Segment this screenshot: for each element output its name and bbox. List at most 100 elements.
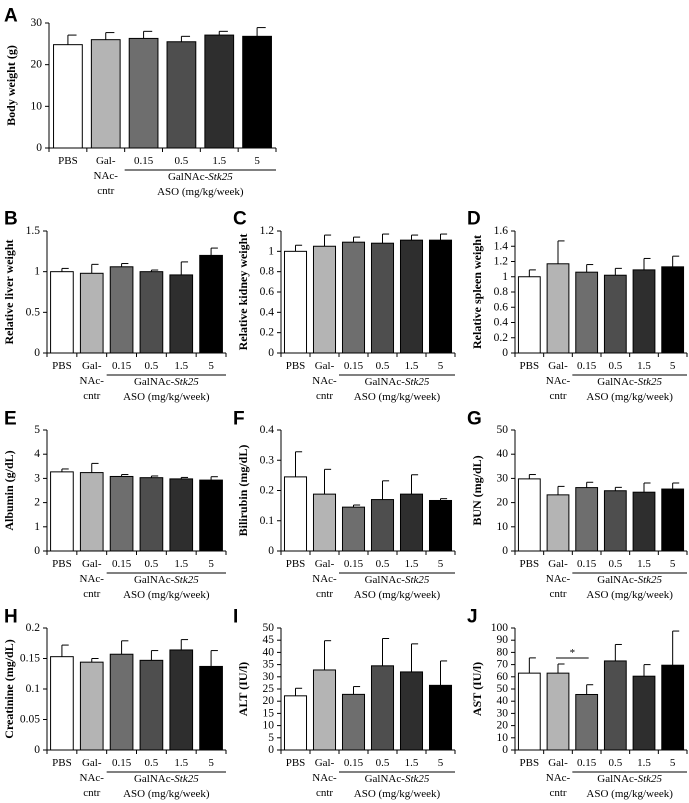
panel-g: G 0 10 20 30 40 50 BUN (mg/dL) PBS Gal- NAc-cntr Ga… — [467, 409, 688, 601]
y-tick-label: 5 — [34, 424, 40, 436]
y-axis-title: Bilirubin (mg/dL) — [236, 445, 250, 537]
category-label-dose-2: 0.5 — [376, 558, 390, 570]
group-label-units: ASO (mg/kg/week) — [586, 788, 673, 800]
y-tick-label: 100 — [491, 622, 509, 634]
bar-2 — [79, 472, 104, 552]
category-label-pbs: PBS — [286, 757, 306, 769]
category-label-control-line: Gal- — [82, 757, 102, 769]
bar-3 — [341, 506, 366, 552]
bar-6 — [661, 488, 685, 552]
bar-6 — [661, 266, 685, 354]
group-label: GalNAc-Stk25 — [365, 773, 430, 785]
category-label-control-line: NAc- — [312, 772, 337, 784]
category-label-dose-4: 5 — [438, 757, 444, 769]
bar-3 — [128, 37, 159, 149]
category-label-pbs: PBS — [52, 757, 72, 769]
y-tick-label: 0.6 — [260, 286, 275, 298]
category-label-dose-4: 5 — [254, 155, 260, 167]
y-tick-label: 45 — [263, 634, 275, 646]
group-label: GalNAc-Stk25 — [597, 376, 662, 388]
group-label-units: ASO (mg/kg/week) — [123, 391, 210, 403]
y-tick-label: 2 — [34, 497, 40, 509]
category-label-dose-4: 5 — [438, 360, 444, 372]
y-tick-label: 1 — [502, 271, 508, 283]
group-label-gene: Stk25 — [405, 376, 430, 388]
category-label-control-line: Gal- — [548, 757, 568, 769]
bar-2 — [312, 493, 337, 552]
panel-label-e: E — [4, 409, 17, 430]
category-label-control-line: cntr — [316, 588, 333, 600]
bar-1 — [517, 672, 541, 751]
category-label-dose-3: 1.5 — [637, 558, 651, 570]
group-label-prefix: GalNAc- — [168, 171, 209, 183]
y-tick-label: 0.3 — [260, 454, 275, 466]
category-label-control-line: NAc- — [80, 772, 105, 784]
y-tick-label: 30 — [497, 472, 509, 484]
bar-2 — [79, 661, 104, 751]
bar-5 — [632, 269, 656, 354]
bar-6 — [661, 664, 685, 751]
y-tick-label: 70 — [497, 659, 509, 671]
y-tick-label: 20 — [31, 59, 43, 71]
category-label-dose-4: 5 — [670, 558, 676, 570]
category-label-dose-3: 1.5 — [174, 360, 188, 372]
group-label: GalNAc-Stk25 — [168, 171, 233, 183]
bar-3 — [109, 266, 134, 354]
panel-label-b: B — [4, 209, 18, 230]
y-tick-label: 40 — [263, 646, 275, 658]
group-label: GalNAc-Stk25 — [134, 773, 199, 785]
category-label-control-line: NAc- — [546, 375, 571, 387]
category-label-dose-3: 1.5 — [405, 757, 419, 769]
group-label-gene: Stk25 — [174, 773, 199, 785]
bar-4 — [370, 242, 395, 354]
bar-4 — [139, 659, 164, 751]
y-tick-label: 35 — [263, 659, 275, 671]
group-label-gene: Stk25 — [208, 171, 233, 183]
bar-4 — [166, 41, 197, 149]
category-label-pbs: PBS — [520, 757, 540, 769]
category-label-control-line: Gal- — [315, 360, 335, 372]
y-tick-label: 0 — [268, 545, 274, 557]
bar-6 — [428, 239, 453, 354]
category-label-control-line: cntr — [316, 787, 333, 799]
group-label: GalNAc-Stk25 — [365, 574, 430, 586]
y-axis-title: BUN (mg/dL) — [470, 455, 484, 525]
category-label-control: Gal-NAc-cntrGal-NAc-cntr — [312, 757, 337, 799]
y-tick-label: 0.4 — [494, 317, 509, 329]
y-axis-title: Relative kidney weight — [236, 234, 250, 351]
category-label-dose-4: 5 — [208, 757, 214, 769]
y-tick-label: 1.4 — [494, 240, 509, 252]
category-label-dose-4: 5 — [670, 360, 676, 372]
category-label-dose-1: 0.15 — [112, 558, 132, 570]
y-tick-label: 20 — [497, 497, 509, 509]
category-label-control-line: Gal- — [548, 558, 568, 570]
group-label-gene: Stk25 — [174, 376, 199, 388]
category-label-control-line: NAc- — [546, 573, 571, 585]
category-label-pbs: PBS — [52, 558, 72, 570]
group-label-units: ASO (mg/kg/week) — [586, 391, 673, 403]
bar-2 — [546, 672, 570, 751]
bar-2 — [312, 669, 337, 751]
category-label-control-line: Gal- — [82, 360, 102, 372]
y-tick-label: 80 — [497, 646, 509, 658]
bar-2 — [79, 272, 104, 354]
y-tick-label: 0.2 — [26, 622, 41, 634]
category-label-dose-2: 0.5 — [145, 360, 159, 372]
panel-label-j: J — [467, 607, 478, 628]
group-label: GalNAc-Stk25 — [134, 574, 199, 586]
bar-5 — [399, 671, 424, 751]
y-tick-label: 0 — [268, 744, 274, 756]
category-label-control-line: cntr — [549, 390, 566, 402]
y-tick-label: 0.1 — [26, 683, 41, 695]
category-label-control: Gal-NAc-cntrGal-NAc-cntr — [80, 360, 105, 402]
bar-4 — [139, 477, 164, 552]
bar-2 — [90, 39, 121, 149]
category-label-dose-3: 1.5 — [405, 558, 419, 570]
category-label-pbs: PBS — [286, 360, 306, 372]
category-label-control-line: cntr — [83, 588, 100, 600]
y-tick-label: 0 — [502, 347, 508, 359]
y-tick-label: 10 — [497, 521, 509, 533]
category-label-dose-1: 0.15 — [344, 360, 364, 372]
category-label-dose-3: 1.5 — [637, 360, 651, 372]
bar-4 — [603, 660, 627, 751]
